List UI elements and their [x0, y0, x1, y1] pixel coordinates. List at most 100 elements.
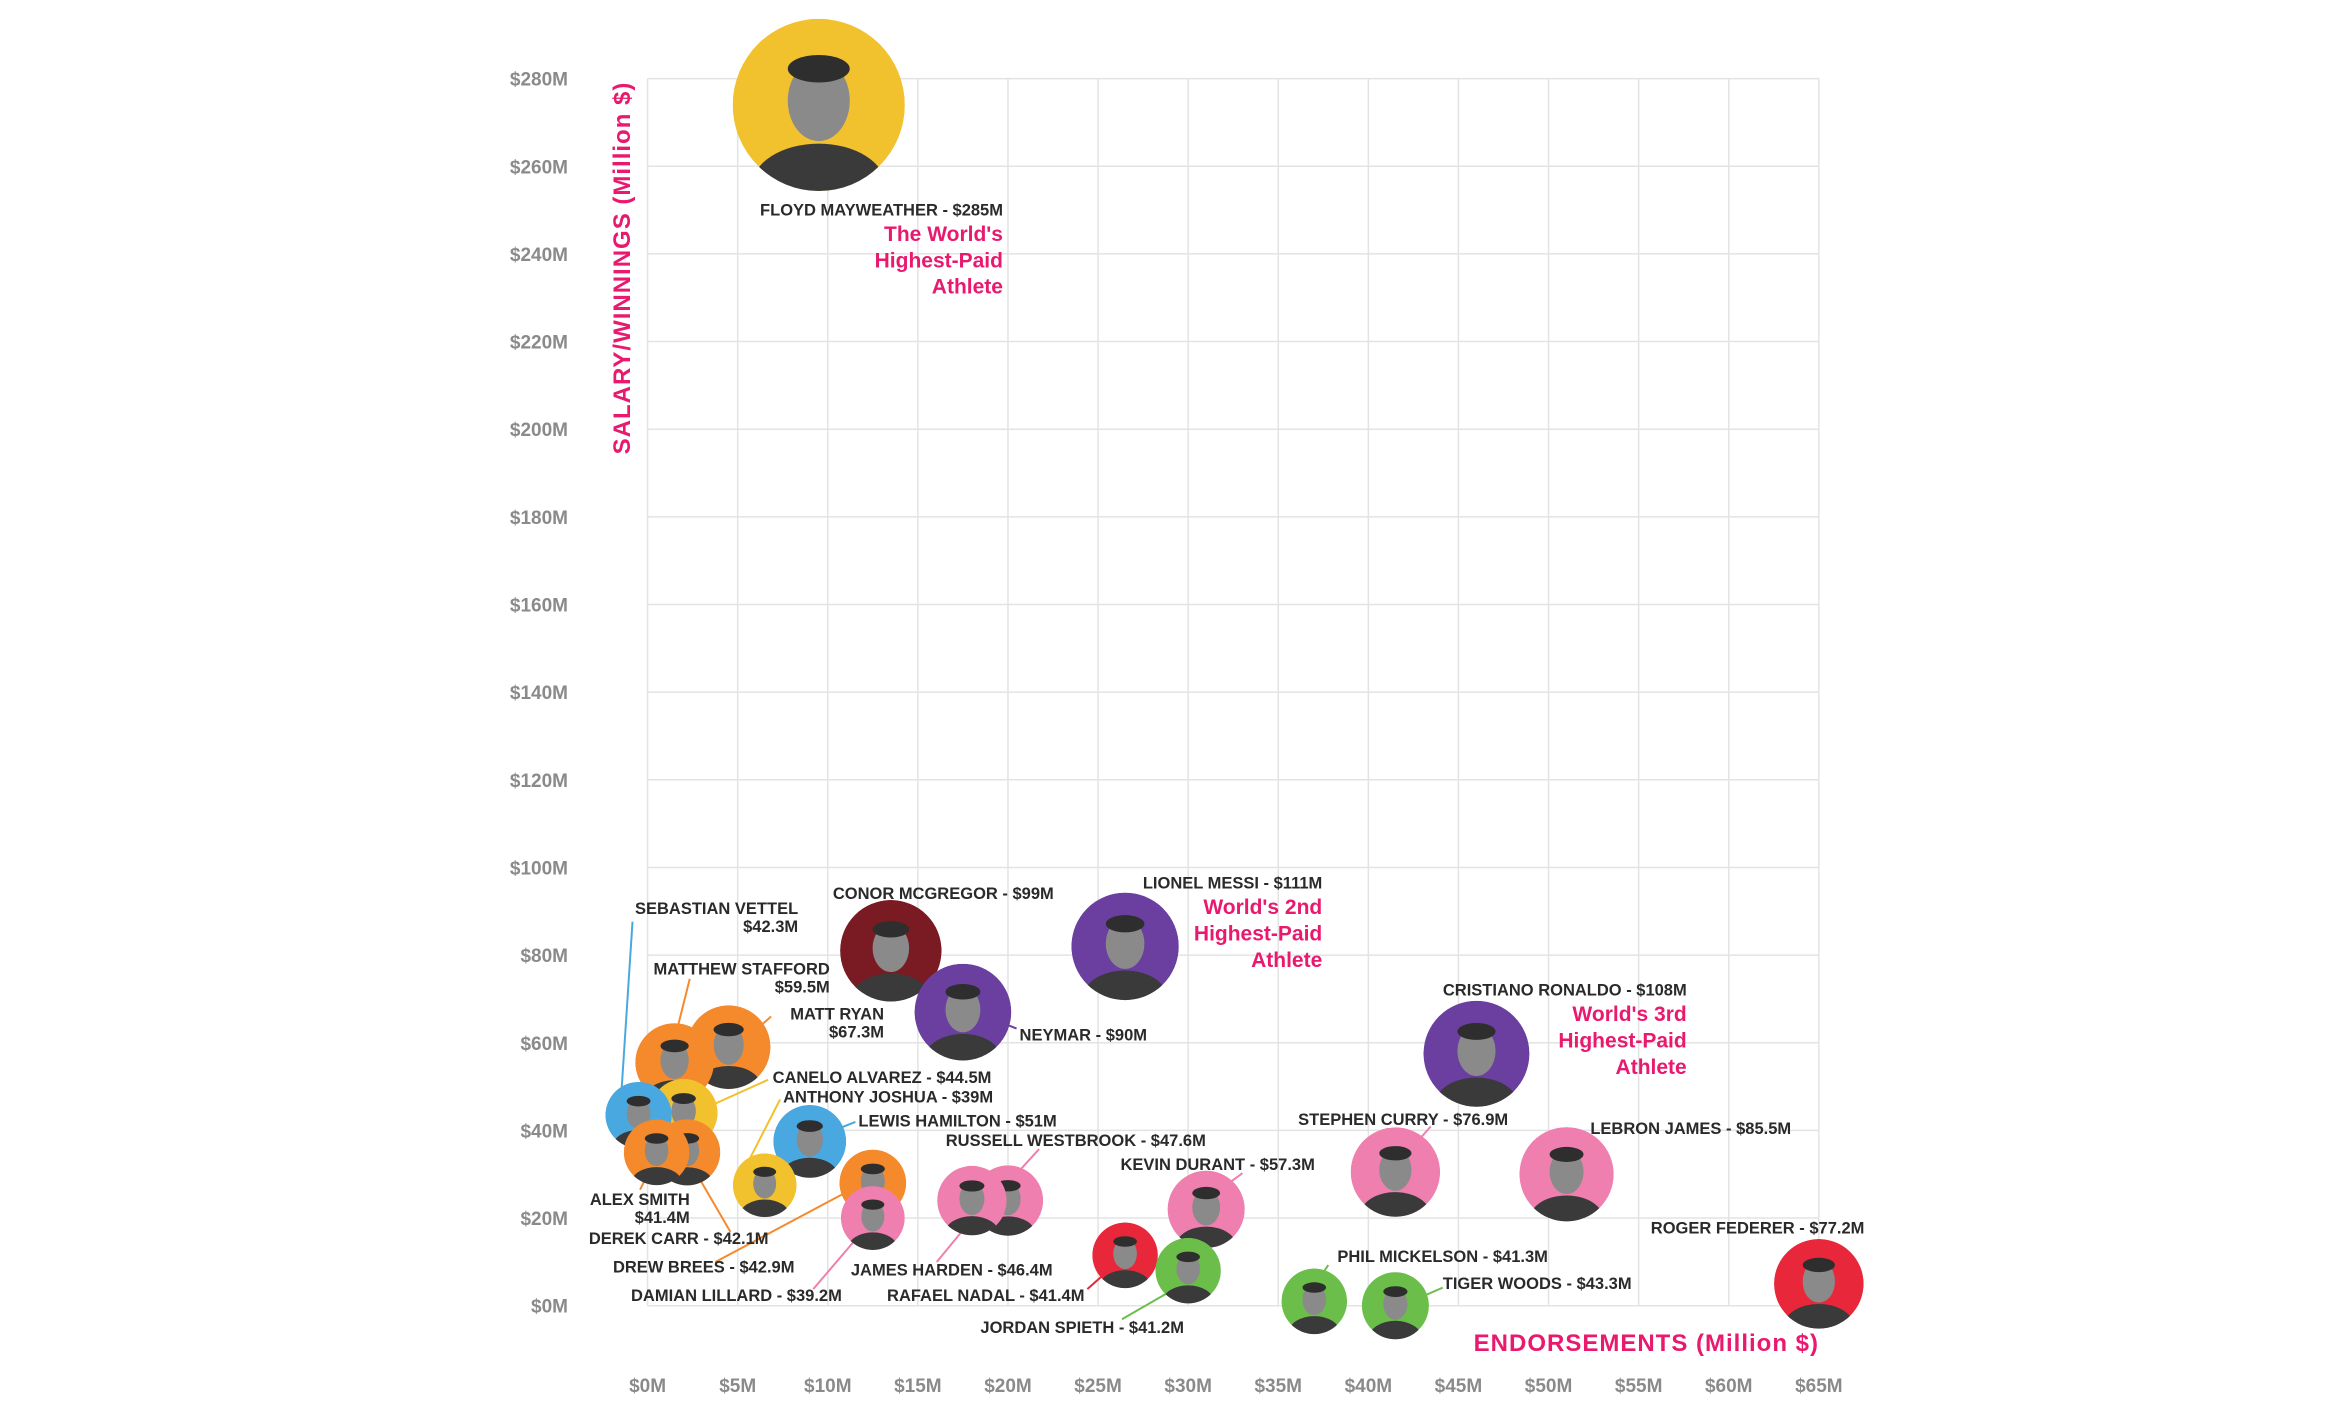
y-tick-label: $220M	[510, 333, 568, 354]
x-tick-label: $50M	[1525, 1376, 1573, 1397]
athlete-photo-hair	[713, 1022, 744, 1037]
x-tick-label: $10M	[804, 1376, 852, 1397]
athlete-label: DEREK CARR - $42.1M	[589, 1230, 769, 1248]
athlete-photo-hair	[1105, 915, 1145, 933]
y-tick-label: $40M	[520, 1121, 568, 1142]
y-tick-label: $0M	[531, 1297, 568, 1318]
athlete-label: SEBASTIAN VETTEL	[635, 900, 798, 918]
athlete-bubble	[1155, 1237, 1221, 1304]
athlete-label: LIONEL MESSI - $111M	[1143, 875, 1322, 893]
highest-paid-annotation: Athlete	[1616, 1056, 1687, 1079]
athlete-photo-hair	[796, 1120, 823, 1132]
athlete-label: CONOR MCGREGOR - $99M	[833, 885, 1054, 903]
athlete-photo-hair	[1379, 1146, 1412, 1161]
athlete-photo-hair	[660, 1039, 689, 1053]
highest-paid-annotation: Athlete	[932, 276, 1003, 299]
athlete-photo-hair	[1383, 1286, 1408, 1297]
y-tick-label: $180M	[510, 508, 568, 529]
athlete-label: DAMIAN LILLARD - $39.2M	[631, 1287, 842, 1305]
highest-paid-annotation: Highest-Paid	[1194, 922, 1322, 945]
y-tick-label: $240M	[510, 245, 568, 266]
y-tick-label: $120M	[510, 771, 568, 792]
athlete-label: ANTHONY JOSHUA - $39M	[783, 1088, 993, 1106]
athlete-photo-shoulders	[1783, 1303, 1854, 1329]
athlete-label: JAMES HARDEN - $46.4M	[851, 1262, 1053, 1280]
athlete-photo-hair	[753, 1166, 777, 1177]
x-tick-label: $35M	[1254, 1376, 1302, 1397]
athlete-label: $59.5M	[775, 978, 830, 996]
athlete-photo-hair	[1113, 1236, 1137, 1247]
athlete-photo-shoulders	[630, 1167, 683, 1186]
athlete-label: LEWIS HAMILTON - $51M	[858, 1112, 1056, 1130]
athlete-photo-hair	[959, 1180, 985, 1192]
x-tick-label: $30M	[1164, 1376, 1212, 1397]
y-tick-label: $60M	[520, 1034, 568, 1055]
athlete-photo-shoulders	[1369, 1320, 1422, 1340]
y-tick-label: $100M	[510, 858, 568, 879]
y-tick-label: $260M	[510, 157, 568, 178]
y-tick-label: $80M	[520, 946, 568, 967]
x-tick-label: $45M	[1435, 1376, 1483, 1397]
athlete-photo-shoulders	[944, 1216, 1000, 1236]
athlete-photo-hair	[1302, 1282, 1327, 1293]
athlete-bubble	[937, 1165, 1007, 1236]
athlete-label: CANELO ALVAREZ - $44.5M	[773, 1069, 992, 1087]
athlete-photo-shoulders	[1099, 1270, 1151, 1289]
athlete-photo-hair	[1176, 1251, 1200, 1263]
bubbles	[605, 18, 1864, 1340]
athlete-label: JORDAN SPIETH - $41.2M	[980, 1319, 1184, 1337]
axis-ticks: $0M $5M $10M $15M $20M $25M $30M $35M $40M $45M $5…	[510, 70, 1843, 1397]
athlete-photo-shoulders	[1288, 1316, 1340, 1335]
athlete-photo-shoulders	[1435, 1077, 1518, 1107]
athlete-photo-hair	[945, 984, 981, 1000]
highest-paid-annotation: Highest-Paid	[1558, 1029, 1686, 1052]
athlete-bubble	[1071, 892, 1179, 1001]
athlete-bubble	[1350, 1127, 1441, 1217]
athlete-photo-hair	[1192, 1186, 1221, 1200]
x-tick-label: $25M	[1074, 1376, 1122, 1397]
athlete-bubble	[623, 1119, 690, 1186]
leader-line	[744, 1098, 781, 1168]
athlete-label: LEBRON JAMES - $85.5M	[1590, 1120, 1791, 1138]
athlete-label: PHIL MICKELSON - $41.3M	[1337, 1248, 1548, 1266]
athlete-label: $67.3M	[829, 1024, 884, 1042]
athlete-bubble	[840, 1186, 905, 1250]
x-tick-label: $65M	[1795, 1376, 1843, 1397]
athlete-label: DREW BREES - $42.9M	[613, 1259, 795, 1277]
labels: FLOYD MAYWEATHER - $285M The World's Highe…	[589, 201, 1865, 1336]
highest-paid-annotation: The World's	[884, 223, 1003, 246]
athlete-label: MATT RYAN	[790, 1006, 884, 1024]
athlete-photo-hair	[644, 1133, 669, 1144]
y-tick-label: $140M	[510, 683, 568, 704]
y-tick-label: $200M	[510, 420, 568, 441]
athlete-photo-shoulders	[1360, 1192, 1431, 1217]
athlete-photo-hair	[671, 1093, 696, 1105]
grid	[646, 77, 1820, 1307]
athlete-bubble	[1361, 1272, 1429, 1340]
x-tick-label: $15M	[894, 1376, 942, 1397]
athlete-label: CRISTIANO RONALDO - $108M	[1443, 981, 1687, 999]
x-tick-label: $0M	[629, 1376, 666, 1397]
x-tick-label: $55M	[1615, 1376, 1663, 1397]
athlete-bubble	[1092, 1222, 1158, 1289]
x-tick-label: $5M	[719, 1376, 756, 1397]
y-axis-title: SALARY/WINNINGS (Million $)	[609, 82, 636, 455]
leader-line	[714, 1188, 852, 1263]
x-tick-label: $40M	[1345, 1376, 1393, 1397]
athlete-label: RUSSELL WESTBROOK - $47.6M	[946, 1132, 1206, 1150]
athlete-photo-shoulders	[1083, 970, 1168, 1001]
athlete-bubble	[732, 18, 905, 192]
athlete-label: KEVIN DURANT - $57.3M	[1120, 1156, 1314, 1174]
highest-paid-annotation: Athlete	[1251, 949, 1322, 972]
athlete-photo-hair	[787, 54, 850, 83]
athlete-photo-shoulders	[925, 1033, 1001, 1061]
athlete-bubble	[732, 1153, 797, 1218]
athlete-bubble	[840, 899, 942, 1002]
athlete-bubble	[1774, 1238, 1864, 1329]
athlete-label: FLOYD MAYWEATHER - $285M	[760, 201, 1003, 219]
athlete-bubble	[914, 963, 1012, 1061]
athlete-label: TIGER WOODS - $43.3M	[1443, 1275, 1632, 1293]
athlete-label: RAFAEL NADAL - $41.4M	[887, 1287, 1084, 1305]
athlete-photo-shoulders	[751, 143, 886, 192]
